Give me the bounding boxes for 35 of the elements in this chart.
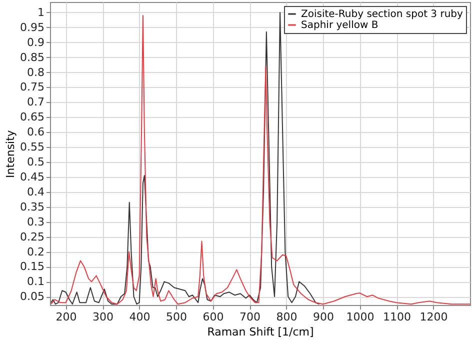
- y-tick-label: 0.15: [20, 260, 44, 274]
- x-tick-label: 900: [313, 310, 334, 324]
- x-tick-label: 500: [166, 310, 188, 324]
- y-tick-label: 0.45: [20, 170, 44, 184]
- x-tick-label: 400: [129, 310, 150, 324]
- y-tick-label: 0.9: [27, 36, 44, 49]
- x-tick-label: 1000: [346, 310, 374, 324]
- x-tick-label: 600: [202, 310, 224, 324]
- y-tick-label: 0.75: [20, 80, 44, 94]
- x-tick-label: 700: [240, 310, 261, 324]
- y-tick-label: 0.05: [20, 290, 44, 304]
- y-tick-label: 0.5: [27, 156, 44, 169]
- y-tick-label: 0.8: [27, 66, 44, 79]
- y-tick-label: 0.1: [27, 275, 44, 288]
- y-tick-label: 0.25: [20, 230, 44, 244]
- x-tick-label: 1200: [420, 310, 448, 324]
- y-tick-label: 0.3: [27, 215, 44, 228]
- x-tick-label: 300: [92, 310, 114, 324]
- legend-label: Saphir yellow B: [301, 20, 378, 31]
- y-axis-title: Intensity: [4, 130, 18, 178]
- y-tick-label: 0.4: [27, 185, 44, 198]
- y-tick-label: 0.6: [27, 126, 44, 139]
- y-tick-label: 0.85: [20, 50, 44, 64]
- y-tick-label: 0.7: [27, 96, 44, 109]
- x-tick-label: 1100: [383, 310, 412, 324]
- x-tick-label: 800: [276, 310, 298, 324]
- x-axis-title: Raman Shift [1/cm]: [207, 326, 314, 338]
- y-tick-label: 0.55: [20, 140, 44, 154]
- y-tick-label: 0.65: [20, 110, 44, 124]
- x-tick-label: 200: [56, 310, 77, 324]
- y-tick-label: 0.95: [20, 20, 44, 34]
- y-tick-label: 0.2: [27, 245, 44, 258]
- y-tick-label: 1: [38, 6, 44, 19]
- y-tick-label: 0.35: [20, 200, 44, 214]
- legend-label: Zoisite-Ruby section spot 3 ruby: [301, 9, 464, 20]
